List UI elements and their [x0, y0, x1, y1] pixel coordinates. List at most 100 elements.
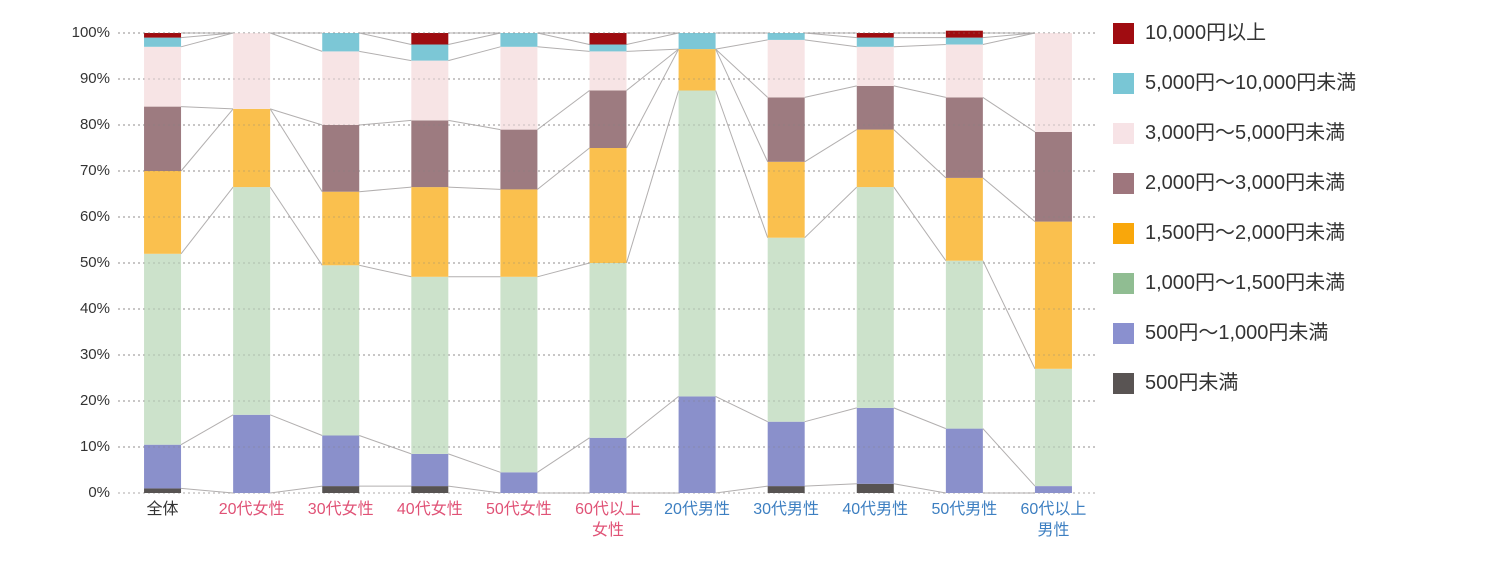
bar-segment-0-5 — [144, 46, 182, 107]
bar-segment-8-5 — [856, 46, 894, 86]
bar-segment-7-1 — [767, 421, 805, 487]
connector-line — [181, 106, 234, 110]
legend-swatch-icon — [1113, 223, 1134, 244]
connector-line — [537, 437, 590, 473]
bar-segment-0-1 — [144, 444, 182, 489]
connector-line — [180, 186, 234, 255]
bar-segment-9-7 — [945, 30, 983, 38]
bar-segment-7-6 — [767, 33, 805, 40]
bar-segment-2-1 — [322, 435, 360, 487]
connector-line — [804, 85, 857, 98]
bar-segment-9-2 — [945, 260, 983, 429]
legend-label: 2,000円～3,000円未満 — [1145, 172, 1346, 194]
connector-line — [982, 260, 1036, 370]
bar-segment-2-6 — [322, 33, 360, 52]
y-tick-100%: 100% — [71, 24, 110, 41]
bar-segment-8-1 — [856, 407, 894, 484]
bar-segment-2-3 — [322, 191, 360, 266]
bar-segment-5-7 — [589, 33, 627, 45]
x-category-label-3: 40代女性 — [396, 501, 463, 518]
bar-segment-10-2 — [1034, 368, 1072, 487]
bar-segment-3-2 — [411, 276, 449, 454]
bar-segment-1-3 — [233, 108, 271, 188]
connector-line — [448, 119, 501, 131]
y-tick-0%: 0% — [88, 484, 110, 501]
connector-line — [448, 453, 501, 473]
connector-line — [180, 108, 234, 172]
connector-line — [626, 396, 679, 439]
legend-swatch-icon — [1113, 173, 1134, 194]
connector-line — [982, 96, 1036, 133]
connector-line — [715, 48, 769, 163]
bar-segment-7-3 — [767, 161, 805, 238]
connector-line — [893, 186, 947, 261]
bar-segment-8-6 — [856, 37, 894, 47]
y-tick-40%: 40% — [79, 300, 110, 317]
connector-line — [715, 485, 768, 494]
bar-segment-6-6 — [678, 33, 716, 50]
connector-line — [269, 414, 323, 436]
y-tick-90%: 90% — [79, 70, 110, 87]
bar-segment-3-0 — [411, 486, 449, 493]
legend-label: 10,000円以上 — [1145, 22, 1267, 44]
bar-segment-8-3 — [856, 129, 894, 188]
legend-label: 500円～1,000円未満 — [1145, 322, 1329, 344]
bar-segment-0-6 — [144, 37, 182, 47]
y-tick-50%: 50% — [79, 254, 110, 271]
bar-segment-7-5 — [767, 39, 805, 98]
bar-segment-6-2 — [678, 90, 716, 397]
connector-line — [893, 44, 946, 48]
bar-segment-9-3 — [945, 177, 983, 261]
connector-line — [359, 186, 412, 193]
bar-segment-9-5 — [945, 44, 983, 98]
connector-line — [982, 32, 1035, 39]
bar-segment-0-7 — [144, 33, 182, 38]
connector-line — [804, 407, 857, 423]
connector-line — [537, 147, 590, 190]
bar-segment-8-2 — [856, 187, 894, 408]
connector-line — [359, 264, 412, 278]
bar-segment-1-1 — [233, 414, 271, 493]
bar-segment-4-1 — [500, 472, 538, 493]
bar-segment-5-4 — [589, 90, 627, 148]
bar-segment-3-3 — [411, 187, 449, 277]
legend-item: 3,000円～5,000円未満 — [1113, 120, 1356, 170]
connector-line — [269, 108, 323, 126]
legend-label: 3,000円～5,000円未満 — [1145, 122, 1346, 144]
bar-segment-1-2 — [233, 187, 271, 415]
x-category-label-10: 60代以上 男性 — [1020, 501, 1087, 539]
x-category-label-1: 20代女性 — [218, 501, 285, 518]
connector-line — [626, 90, 680, 264]
connector-line — [448, 186, 501, 190]
connector-line — [982, 177, 1036, 222]
connector-line — [537, 46, 590, 52]
bar-segment-7-4 — [767, 97, 805, 162]
legend-item: 1,500円～2,000円未満 — [1113, 220, 1356, 270]
connector-line — [359, 50, 412, 62]
bar-segment-3-7 — [411, 33, 449, 45]
bar-segment-2-2 — [322, 265, 360, 436]
legend-swatch-icon — [1113, 123, 1134, 144]
bar-segment-0-2 — [144, 253, 182, 445]
bar-segment-5-6 — [589, 44, 627, 52]
x-category-label-6: 20代男性 — [664, 501, 730, 518]
bar-segment-10-1 — [1034, 486, 1072, 493]
bar-segment-2-0 — [322, 486, 360, 493]
connector-line — [893, 483, 946, 494]
bar-segment-5-2 — [589, 263, 627, 438]
connector-line — [448, 46, 501, 62]
legend-item: 10,000円以上 — [1113, 20, 1356, 70]
legend-label: 1,500円～2,000円未満 — [1145, 222, 1346, 244]
bar-segment-3-5 — [411, 60, 449, 121]
bar-segment-5-3 — [589, 148, 627, 263]
legend-swatch-icon — [1113, 373, 1134, 394]
bar-segment-4-5 — [500, 46, 538, 130]
x-category-label-2: 30代女性 — [307, 501, 374, 518]
connector-line — [715, 90, 769, 238]
y-tick-30%: 30% — [79, 346, 110, 363]
connector-line — [537, 90, 590, 130]
connector-line — [804, 32, 857, 39]
bar-segment-6-1 — [678, 396, 716, 493]
legend-item: 500円未満 — [1113, 370, 1356, 420]
